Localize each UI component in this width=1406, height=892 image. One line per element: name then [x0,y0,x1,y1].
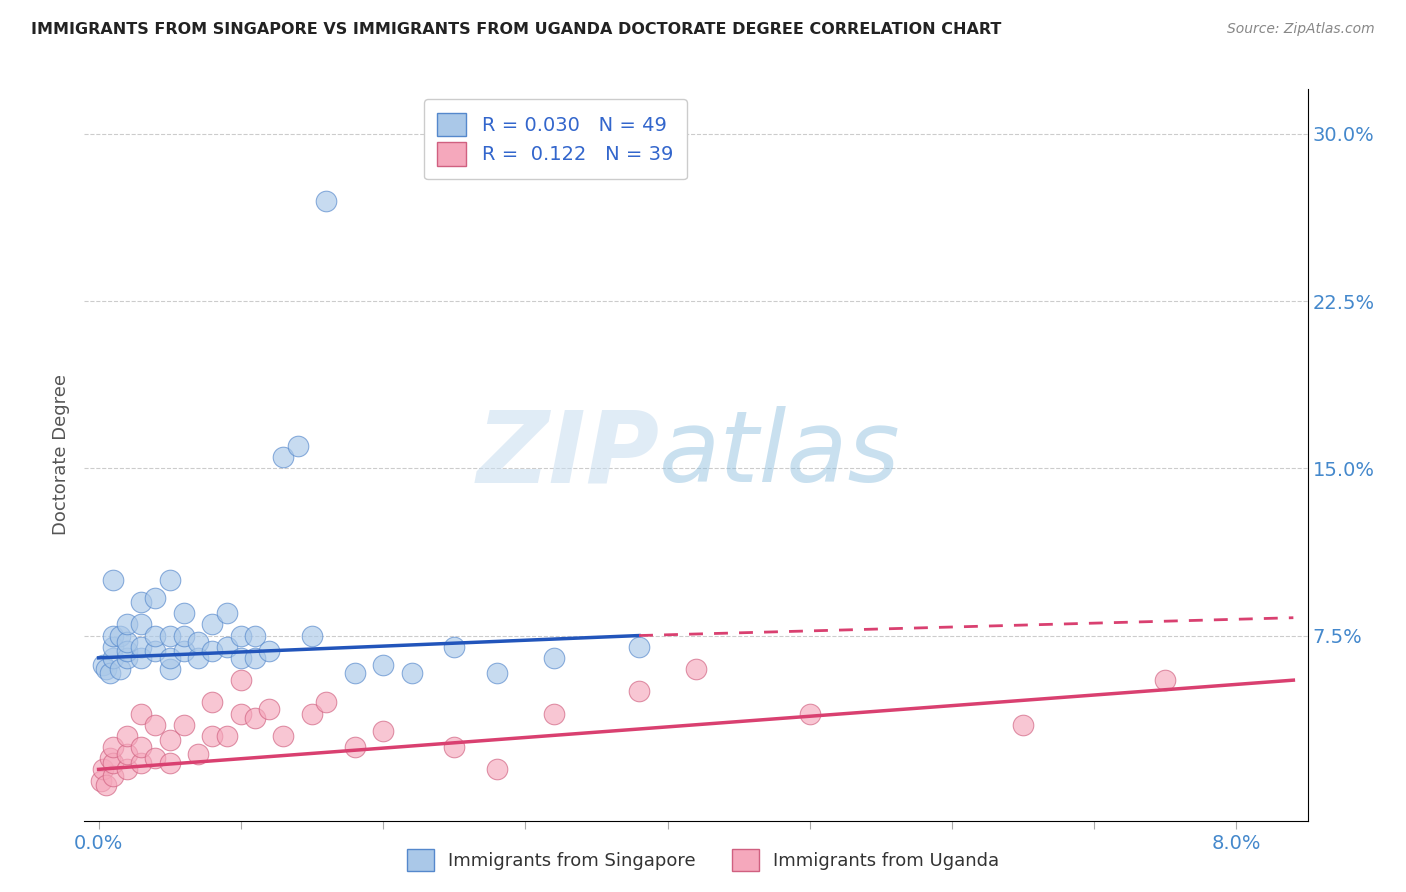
Text: ZIP: ZIP [477,407,659,503]
Point [315,194,337,208]
Point [90,773,112,788]
Point [1012,717,1035,731]
Point [115,651,138,665]
Point [273,450,295,465]
Point [443,740,465,755]
Point [94,662,117,676]
Point [98,751,121,765]
Point [145,628,167,642]
Point [145,751,167,765]
Point [243,711,266,725]
Point [315,696,337,710]
Point [98,666,121,681]
Point [129,617,152,632]
Point [129,640,152,654]
Point [201,644,224,658]
Point [229,651,252,665]
Text: atlas: atlas [659,407,901,503]
Point [485,666,508,681]
Point [145,717,167,731]
Point [201,617,224,632]
Point [215,607,238,621]
Point [101,640,124,654]
Legend: R = 0.030   N = 49, R =  0.122   N = 39: R = 0.030 N = 49, R = 0.122 N = 39 [423,99,688,179]
Point [343,740,366,755]
Point [101,769,124,783]
Point [243,651,266,665]
Point [215,729,238,743]
Point [201,696,224,710]
Y-axis label: Doctorate Degree: Doctorate Degree [52,375,70,535]
Point [229,706,252,721]
Point [101,740,124,755]
Point [187,651,209,665]
Point [115,762,138,776]
Point [159,662,181,676]
Point [115,635,138,649]
Point [159,733,181,747]
Point [159,573,181,587]
Point [173,644,195,658]
Point [159,756,181,770]
Point [101,651,124,665]
Point [101,628,124,642]
Point [159,651,181,665]
Text: IMMIGRANTS FROM SINGAPORE VS IMMIGRANTS FROM UGANDA DOCTORATE DEGREE CORRELATION: IMMIGRANTS FROM SINGAPORE VS IMMIGRANTS … [31,22,1001,37]
Point [543,706,565,721]
Point [101,756,124,770]
Point [129,595,152,609]
Point [401,666,423,681]
Point [129,651,152,665]
Point [543,651,565,665]
Point [145,591,167,605]
Point [115,617,138,632]
Point [94,778,117,792]
Point [173,717,195,731]
Point [108,662,131,676]
Point [343,666,366,681]
Legend: Immigrants from Singapore, Immigrants from Uganda: Immigrants from Singapore, Immigrants fr… [399,842,1007,879]
Point [115,729,138,743]
Point [115,644,138,658]
Point [229,673,252,688]
Point [287,439,309,453]
Point [371,657,394,672]
Point [259,702,281,716]
Point [371,724,394,739]
Text: Source: ZipAtlas.com: Source: ZipAtlas.com [1227,22,1375,37]
Point [1154,673,1177,688]
Point [201,729,224,743]
Point [101,573,124,587]
Point [273,729,295,743]
Point [301,706,323,721]
Point [173,628,195,642]
Point [129,706,152,721]
Point [173,607,195,621]
Point [108,628,131,642]
Point [145,644,167,658]
Point [187,747,209,761]
Point [628,684,651,698]
Point [159,628,181,642]
Point [259,644,281,658]
Point [628,640,651,654]
Point [91,657,114,672]
Point [215,640,238,654]
Point [443,640,465,654]
Point [301,628,323,642]
Point [485,762,508,776]
Point [91,762,114,776]
Point [229,628,252,642]
Point [685,662,707,676]
Point [129,756,152,770]
Point [187,635,209,649]
Point [115,747,138,761]
Point [129,740,152,755]
Point [799,706,821,721]
Point [243,628,266,642]
